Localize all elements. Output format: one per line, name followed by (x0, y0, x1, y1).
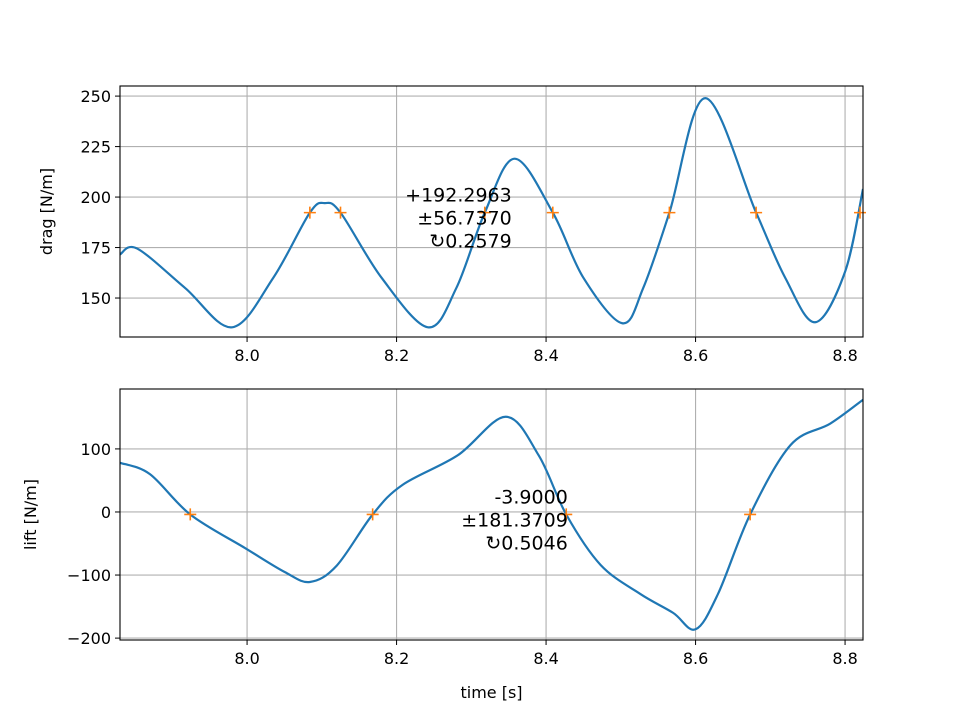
mean-crossing-marker (750, 206, 763, 219)
mean-crossing-marker (854, 206, 867, 219)
stats-annotation-line: -3.9000 (494, 486, 567, 508)
stats-annotation-line: ±56.7370 (417, 208, 512, 230)
mean-crossing-marker (663, 206, 676, 219)
mean-crossing-marker (560, 508, 573, 521)
y-tick-label: 150 (80, 289, 111, 308)
y-tick-label: 0 (101, 503, 111, 522)
x-tick-label: 8.4 (533, 649, 558, 668)
mean-crossing-marker (334, 206, 347, 219)
axes-frame (119, 388, 864, 641)
mean-crossing-marker (744, 508, 757, 521)
mean-crossing-marker (366, 508, 379, 521)
x-tick-label: 8.8 (832, 346, 857, 365)
subplot-lift: 8.0 8.2 8.4 8.6 8.8 −200 −100 0 100 -3.9000±181.3… (21, 388, 864, 702)
x-tick-label: 8.6 (683, 649, 708, 668)
x-tick-label: 8.0 (234, 346, 259, 365)
mean-crossing-marker (546, 206, 559, 219)
stats-annotation-line: +192.2963 (405, 185, 512, 207)
y-tick-label: −200 (67, 629, 111, 648)
y-axis-label: drag [N/m] (37, 168, 56, 255)
lift-line (120, 398, 863, 631)
x-tick-label: 8.0 (234, 649, 259, 668)
stats-annotation-line: ±181.3709 (461, 509, 568, 531)
x-tick-label: 8.2 (384, 649, 409, 668)
mean-crossing-marker (184, 508, 197, 521)
mean-crossing-marker (303, 206, 316, 219)
stats-annotation-line: ↻0.2579 (429, 231, 511, 253)
x-tick-label: 8.4 (533, 346, 558, 365)
axes-frame (119, 85, 864, 338)
x-tick-label: 8.6 (683, 346, 708, 365)
y-tick-label: 200 (80, 188, 111, 207)
y-tick-label: 100 (80, 440, 111, 459)
x-tick-label: 8.2 (384, 346, 409, 365)
x-axis-label: time [s] (460, 683, 522, 702)
x-tick-label: 8.8 (832, 649, 857, 668)
subplot-drag: 8.0 8.2 8.4 8.6 8.8 150 175 200 225 250 +192.2963±… (37, 85, 867, 365)
y-axis-label: lift [N/m] (21, 479, 40, 550)
stats-annotation-line: ↻0.5046 (485, 532, 567, 554)
y-tick-label: 225 (80, 138, 111, 157)
y-tick-label: 175 (80, 239, 111, 258)
y-tick-label: 250 (80, 87, 111, 106)
mean-crossing-marker (478, 206, 491, 219)
y-tick-label: −100 (67, 566, 111, 585)
